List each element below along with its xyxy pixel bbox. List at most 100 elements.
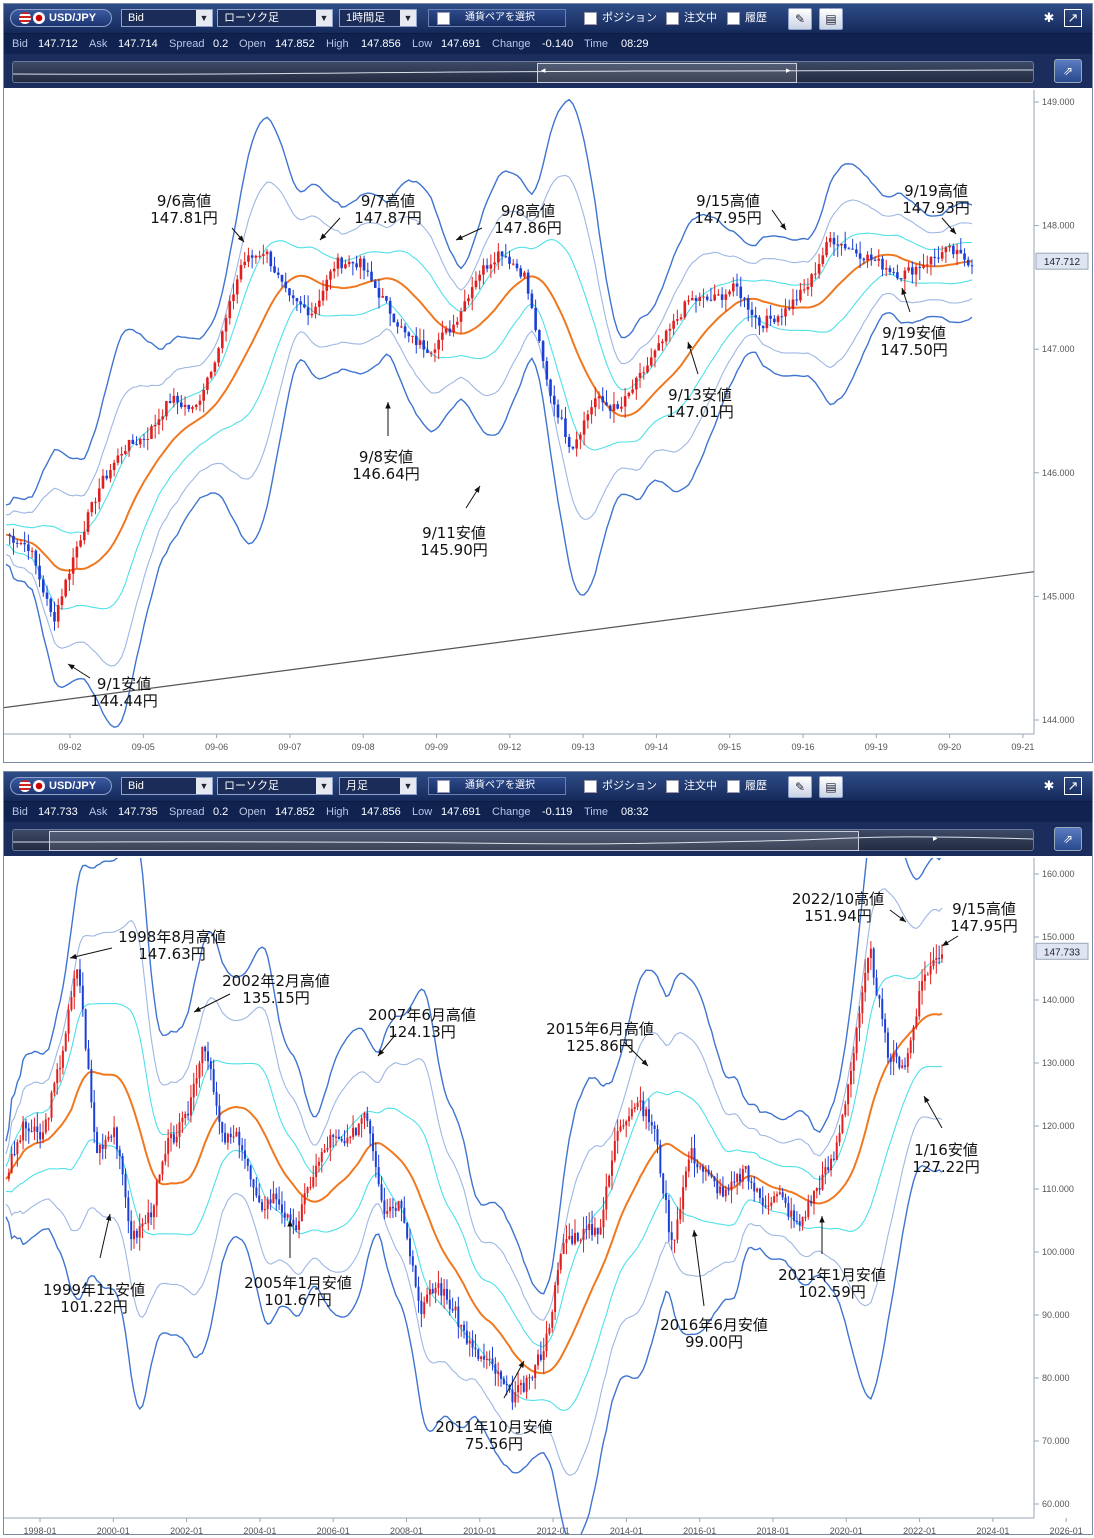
candle-body xyxy=(873,259,877,261)
draw-tool-icon[interactable]: ✎ xyxy=(788,8,812,30)
navigator-scrollbar[interactable]: ◂ ▸ xyxy=(12,61,1034,83)
candle-body xyxy=(948,245,951,248)
history-checkbox[interactable] xyxy=(727,780,740,793)
candle-body xyxy=(428,1288,431,1295)
candle-body xyxy=(22,1121,25,1141)
candle-body xyxy=(645,1109,648,1117)
candle-body xyxy=(299,301,302,305)
navigator-window-handle[interactable] xyxy=(537,63,797,83)
position-checkbox[interactable] xyxy=(584,780,597,793)
candle-body xyxy=(717,294,720,296)
bollinger-lower-1sigma xyxy=(5,273,973,610)
candle-body xyxy=(477,1349,480,1359)
candle-body xyxy=(739,1174,741,1182)
checkbox[interactable] xyxy=(437,780,450,793)
layout-icon[interactable]: ▤ xyxy=(819,776,843,798)
history-toggle[interactable]: 履歴 xyxy=(727,10,767,26)
x-tick-label: 09-09 xyxy=(425,742,448,752)
currency-pair-button[interactable]: USD/JPY xyxy=(10,9,112,27)
candle-body xyxy=(719,1186,722,1194)
position-toggle[interactable]: ポジション xyxy=(584,778,657,794)
draw-tool-icon[interactable]: ✎ xyxy=(788,776,812,798)
orders-checkbox[interactable] xyxy=(666,780,679,793)
currency-pair-button[interactable]: USD/JPY xyxy=(10,777,112,795)
nav-right-arrow-icon[interactable]: ▸ xyxy=(786,65,791,75)
popout-icon[interactable]: ↗ xyxy=(1064,9,1082,27)
current-price-label: 147.712 xyxy=(1044,257,1081,268)
expand-chart-icon[interactable]: ⇗ xyxy=(1054,59,1082,83)
candle-body xyxy=(218,1105,221,1122)
candle-body xyxy=(273,266,276,273)
candle-body xyxy=(351,261,355,264)
candle-body xyxy=(633,1107,636,1110)
candle-body xyxy=(232,1136,235,1138)
checkbox[interactable] xyxy=(437,12,450,25)
timeframe-select[interactable]: 月足 ▼ xyxy=(339,777,417,795)
candle-body xyxy=(101,1144,104,1149)
candle-body xyxy=(896,272,899,279)
nav-left-arrow-icon[interactable]: ◂ xyxy=(541,65,546,75)
annotation-price: 75.56円 xyxy=(465,1435,523,1453)
navigator-scrollbar[interactable]: ▸ xyxy=(12,829,1034,851)
annotation-arrowhead xyxy=(692,1230,698,1237)
navigator-window-handle[interactable] xyxy=(49,831,859,851)
history-toggle[interactable]: 履歴 xyxy=(727,778,767,794)
candle-body xyxy=(687,1159,690,1172)
candle-body xyxy=(765,315,769,329)
price-type-select[interactable]: Bid ▼ xyxy=(121,9,213,27)
select-pair-button[interactable]: 通貨ペアを選択 xyxy=(428,777,566,795)
gear-icon[interactable]: ✱ xyxy=(1043,778,1055,793)
candle-body xyxy=(923,974,926,982)
candle-body xyxy=(329,271,332,280)
candle-body xyxy=(612,404,616,411)
annotation-date: 9/15高値 xyxy=(696,192,760,210)
candle-body xyxy=(471,1340,474,1348)
candle-body xyxy=(801,1217,804,1226)
candle-body xyxy=(937,257,940,259)
candle-body xyxy=(388,300,392,314)
candle-body xyxy=(747,1166,750,1182)
candle-body xyxy=(567,436,571,447)
ask-value: 147.714 xyxy=(118,38,158,50)
position-checkbox[interactable] xyxy=(584,12,597,25)
candle-body xyxy=(500,251,504,257)
orders-toggle[interactable]: 注文中 xyxy=(666,10,717,26)
chart-type-select[interactable]: ローソク足 ▼ xyxy=(217,9,333,27)
expand-chart-icon[interactable]: ⇗ xyxy=(1054,827,1082,851)
candle-body xyxy=(161,1161,164,1175)
candle-body xyxy=(144,1223,147,1225)
timeframe-select[interactable]: 1時間足 ▼ xyxy=(339,9,417,27)
chart-type-select[interactable]: ローソク足 ▼ xyxy=(217,777,333,795)
candle-body xyxy=(713,294,716,301)
candle-body xyxy=(929,256,933,265)
candle-body xyxy=(213,362,217,372)
orders-toggle[interactable]: 注文中 xyxy=(666,778,717,794)
position-toggle[interactable]: ポジション xyxy=(584,10,657,26)
history-checkbox[interactable] xyxy=(727,12,740,25)
candle-body xyxy=(380,1184,383,1201)
change-label: Change xyxy=(492,38,531,50)
price-type-select[interactable]: Bid ▼ xyxy=(121,777,213,795)
candle-body xyxy=(491,1358,494,1364)
candle-body xyxy=(97,488,101,502)
popout-icon[interactable]: ↗ xyxy=(1064,777,1082,795)
quote-bar: Bid 147.712 Ask 147.714 Spread 0.2 Open … xyxy=(4,34,1092,54)
candle-body xyxy=(690,298,694,301)
gear-icon[interactable]: ✱ xyxy=(1043,10,1055,25)
candle-body xyxy=(10,1153,13,1173)
orders-checkbox[interactable] xyxy=(666,12,679,25)
nav-right-arrow-icon[interactable]: ▸ xyxy=(933,833,938,843)
candle-body xyxy=(778,1192,781,1195)
candle-body xyxy=(639,1100,642,1103)
candle-body xyxy=(511,1389,514,1403)
select-pair-button[interactable]: 通貨ペアを選択 xyxy=(428,9,566,27)
x-tick-label: 09-14 xyxy=(645,742,668,752)
candle-body xyxy=(627,392,631,397)
candle-body xyxy=(408,1238,411,1257)
layout-icon[interactable]: ▤ xyxy=(819,8,843,30)
candle-body xyxy=(881,258,884,270)
candle-body xyxy=(49,598,53,612)
candle-body xyxy=(201,1046,204,1064)
candle-body xyxy=(855,1028,858,1054)
candle-body xyxy=(232,294,235,302)
